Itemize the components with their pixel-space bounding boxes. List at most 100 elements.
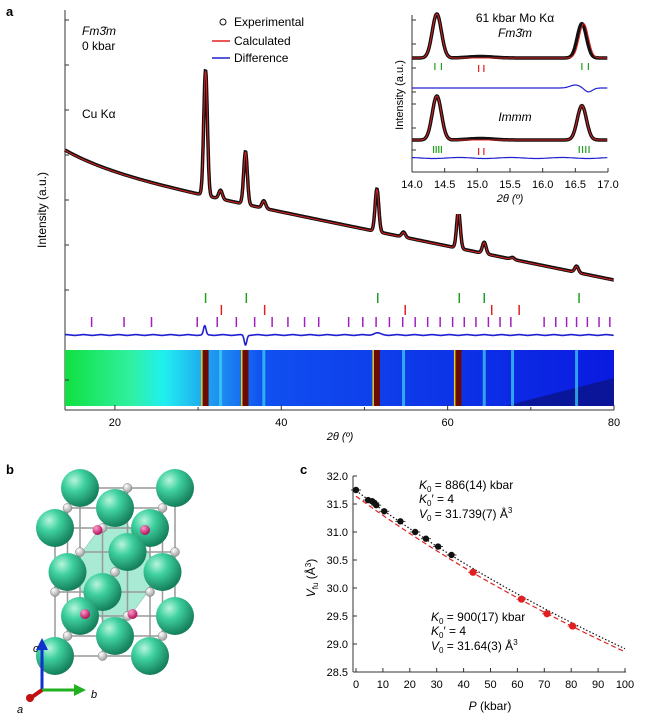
c-ylabel-sub: fu (311, 583, 320, 590)
c-x-tick-label: 20 (404, 679, 416, 691)
c-x-axis-label: P (kbar) (469, 699, 512, 713)
anion-atom (50, 587, 60, 597)
annotation-upper-k0: K0 = 886(14) kbar (419, 478, 513, 494)
data-point-fm3m (352, 486, 360, 494)
c-ylabel-sup: 3 (304, 562, 313, 567)
detector-ring (373, 350, 380, 406)
inset-phase-immm: Immm (498, 110, 531, 124)
inset-difference-fm3m (412, 84, 608, 93)
b-axis-arrowhead (74, 684, 86, 696)
c-x-tick-label: 60 (511, 679, 523, 691)
inset-phase-fm3m: Fm3̄m (498, 26, 532, 40)
detector-ring (242, 350, 249, 406)
cation-atom (48, 553, 87, 591)
ann-sym: K (419, 478, 428, 492)
data-point-fm3m (434, 543, 442, 550)
cation-atom (36, 509, 74, 547)
annotation-upper-v0: V0 = 31.739(7) Å3 (419, 506, 513, 523)
data-point-immm (517, 595, 526, 603)
axis-label-a: a (17, 704, 23, 716)
data-point-immm (543, 610, 551, 618)
data-point-immm (568, 622, 577, 630)
radiation-label: Cu Kα (82, 107, 116, 121)
inset-plot: Intensity (a.u.) 61 kbar Mo Kα Fm3̄m Imm… (394, 4, 652, 214)
inset-calculated-fm3m (412, 13, 608, 59)
detector-ring-edge (241, 350, 243, 406)
anion-atom (145, 587, 155, 597)
c-ylabel-v: V (304, 588, 318, 597)
detector-ring (575, 350, 579, 406)
detector-ring (455, 350, 462, 406)
interstitial-atom (127, 609, 138, 619)
anion-atom (122, 483, 133, 493)
cation-atom (83, 573, 122, 611)
inset-x-tick-label: 16.0 (532, 179, 553, 191)
inset-x-tick-label: 15.0 (467, 179, 488, 191)
main-phase-label: Fm3̄m (82, 24, 116, 38)
c-axis-arrowhead (36, 638, 48, 650)
legend-experimental: Experimental (234, 15, 304, 29)
cation-atom (156, 469, 194, 507)
difference-curve (65, 324, 614, 346)
data-point-fm3m (397, 518, 404, 525)
main-y-axis-label: Intensity (a.u.) (35, 172, 49, 248)
c-y-axis-label: Vfu (Å3) (303, 559, 320, 597)
c-y-tick-label: 28.5 (327, 667, 348, 679)
anion-atom (62, 631, 73, 641)
c-y-tick-label: 30.5 (327, 555, 348, 567)
c-ylabel-unit: (Å (303, 567, 318, 582)
panel-label-c: c (300, 462, 307, 477)
inset-x-tick-label: 15.5 (499, 179, 520, 191)
data-point-fm3m (372, 501, 380, 509)
c-xlabel-p: P (469, 699, 477, 713)
cation-atom (108, 533, 147, 571)
ann-sub: 0 (439, 646, 444, 655)
a-axis-arrowhead (26, 694, 34, 702)
crystal-axes: c b a (17, 638, 97, 716)
crystal-structure (36, 469, 194, 675)
detector-ring (511, 350, 515, 406)
c-x-tick-label: 0 (353, 679, 359, 691)
cation-atom (143, 553, 182, 591)
cation-atom (61, 469, 99, 507)
c-x-tick-label: 10 (377, 679, 389, 691)
ann-sym: V (419, 507, 428, 521)
panel-label-a: a (6, 4, 14, 19)
data-point-immm (469, 568, 477, 576)
detector-shadow (505, 378, 614, 406)
c-x-tick-label: 90 (592, 679, 604, 691)
anion-atom (157, 631, 168, 641)
legend-difference: Difference (234, 51, 289, 65)
ann-sym: K (419, 492, 428, 506)
fit-curve-immm (355, 495, 626, 653)
main-diffraction-plot: Fm3̄m 0 kbar Cu Kα Intensity (a.u.) 2θ (… (35, 10, 620, 443)
ann-val: = 31.739(7) Å (431, 506, 507, 521)
c-y-tick-label: 31.5 (327, 499, 348, 511)
detector-ring-edge (453, 350, 456, 406)
c-y-tick-label: 31.0 (327, 527, 348, 539)
legend-calculated: Calculated (234, 34, 291, 48)
c-x-tick-label: 70 (538, 679, 550, 691)
detector-ring-edge (201, 350, 203, 406)
annotation-immm-fit: K0 = 900(17) kbar K0′ = 4 V0 = 31.64(3) … (431, 610, 525, 655)
ann-val: = 886(14) kbar (431, 478, 513, 492)
annotation-lower-k0p: K0′ = 4 (431, 624, 466, 640)
c-x-tick-label: 30 (431, 679, 443, 691)
detector-ring (482, 350, 486, 406)
cation-atom (96, 617, 134, 655)
anion-atom (75, 547, 85, 557)
cation-atom (131, 637, 169, 675)
detector-ring (202, 350, 209, 406)
main-x-tick-label: 60 (442, 417, 454, 429)
c-x-tick-label: 40 (457, 679, 469, 691)
inset-x-tick-label: 17.0 (597, 179, 618, 191)
data-point-fm3m (411, 528, 419, 536)
eos-plot: Vfu (Å3) P (kbar) K0 = 886(14) kbar K0′ … (303, 471, 634, 713)
inset-calculated-immm (412, 95, 608, 141)
ann-sub: 0 (439, 617, 444, 626)
axis-label-c: c (33, 643, 39, 655)
anion-atom (110, 567, 120, 577)
c-y-tick-label: 32.0 (327, 471, 348, 483)
